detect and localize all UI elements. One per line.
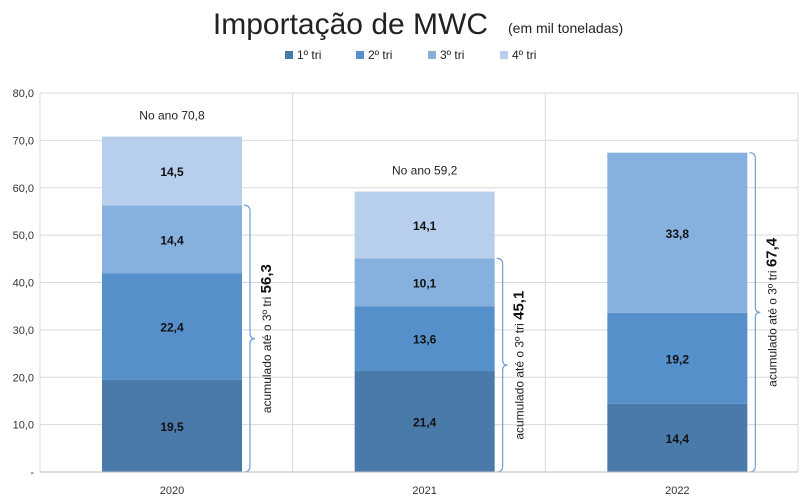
chart-subtitle: (em mil toneladas) xyxy=(508,20,623,36)
x-tick-label-2021: 2021 xyxy=(412,485,436,497)
year-total-label-2021: No ano 59,2 xyxy=(392,164,458,178)
y-tick-label: 10,0 xyxy=(13,420,34,432)
y-tick-label: 80,0 xyxy=(13,88,34,100)
y-tick-label: 50,0 xyxy=(13,230,34,242)
y-tick-label: 60,0 xyxy=(13,183,34,195)
cumulative-label-2022: acumulado até o 3º tri xyxy=(765,267,779,387)
segment-label-2020-q3: 14,4 xyxy=(160,233,184,247)
segment-label-2022-q1: 14,4 xyxy=(666,432,690,446)
cumulative-annotation-2020: acumulado até o 3º tri 56,3 xyxy=(258,264,275,413)
y-axis: - 10,0 20,0 30,0 40,0 50,0 60,0 70,0 80,0 xyxy=(13,88,41,479)
legend-swatch-3 xyxy=(428,51,436,59)
bar-segment-2022-q1 xyxy=(607,403,748,472)
bar-segment-2020-q2 xyxy=(102,273,242,380)
cumulative-value-2022: 67,4 xyxy=(763,237,780,267)
cumulative-brace-2020 xyxy=(243,204,256,473)
x-axis: 2020 2021 2022 xyxy=(40,471,798,497)
bar-segment-2020-q3 xyxy=(102,205,242,274)
segment-label-2020-q2: 22,4 xyxy=(160,321,184,335)
cumulative-brace-2021 xyxy=(496,257,508,473)
cumulative-label-2020: acumulado até o 3º tri xyxy=(260,293,274,413)
y-tick-label: 30,0 xyxy=(13,325,34,337)
cumulative-annotation-2022: acumulado até o 3º tri 67,4 xyxy=(763,237,780,387)
legend-label-1: 1º tri xyxy=(297,48,321,62)
y-tick-label: 70,0 xyxy=(13,135,34,147)
bar-segment-2022-q2 xyxy=(607,312,748,404)
segment-labels: 19,5 22,4 14,4 14,5 21,4 13,6 10,1 14,1 14,4 19,2… xyxy=(160,165,689,446)
bar-segment-2021-q3 xyxy=(354,258,495,307)
y-tick-label: 40,0 xyxy=(13,278,34,290)
legend-label-3: 3º tri xyxy=(440,48,464,62)
bar-segment-2020-q1 xyxy=(102,379,242,472)
legend-label-4: 4º tri xyxy=(512,48,536,62)
chart-legend: 1º tri 2º tri 3º tri 4º tri xyxy=(285,48,536,62)
cumulative-value-2020: 56,3 xyxy=(258,264,275,293)
category-separators xyxy=(292,93,799,472)
cumulative-annotation-2021: acumulado até o 3º tri 45,1 xyxy=(511,291,528,440)
chart-title-group: Importação de MWC (em mil toneladas) xyxy=(213,8,623,41)
bar-segment-2021-q1 xyxy=(354,370,495,472)
chart-title: Importação de MWC xyxy=(213,8,488,41)
segment-label-2020-q1: 19,5 xyxy=(160,420,184,434)
annotations: No ano 70,8 acumulado até o 3º tri 56,3 No… xyxy=(139,109,780,473)
bars xyxy=(102,136,748,472)
x-tick-label-2020: 2020 xyxy=(160,485,184,497)
segment-label-2021-q4: 14,1 xyxy=(413,219,437,233)
x-tick-label-2022: 2022 xyxy=(665,485,689,497)
segment-label-2020-q4: 14,5 xyxy=(160,165,184,179)
legend-swatch-2 xyxy=(356,51,364,59)
segment-label-2022-q2: 19,2 xyxy=(666,352,690,366)
cumulative-brace-2022 xyxy=(749,152,761,473)
year-total-label-2020: No ano 70,8 xyxy=(139,109,205,123)
cumulative-label-2021: acumulado até o 3º tri xyxy=(513,320,527,440)
segment-label-2021-q3: 10,1 xyxy=(413,276,437,290)
bar-segment-2021-q2 xyxy=(354,306,495,371)
legend-label-2: 2º tri xyxy=(368,48,392,62)
y-tick-label: - xyxy=(30,467,34,479)
bar-segment-2022-q3 xyxy=(607,152,748,313)
cumulative-value-2021: 45,1 xyxy=(511,291,528,320)
bar-segment-2020-q4 xyxy=(102,136,242,206)
legend-swatch-4 xyxy=(500,51,508,59)
y-tick-label: 20,0 xyxy=(13,372,34,384)
segment-label-2022-q3: 33,8 xyxy=(666,227,690,241)
legend-swatch-1 xyxy=(285,51,293,59)
bar-segment-2021-q4 xyxy=(354,191,495,259)
segment-label-2021-q1: 21,4 xyxy=(413,415,437,429)
segment-label-2021-q2: 13,6 xyxy=(413,332,437,346)
